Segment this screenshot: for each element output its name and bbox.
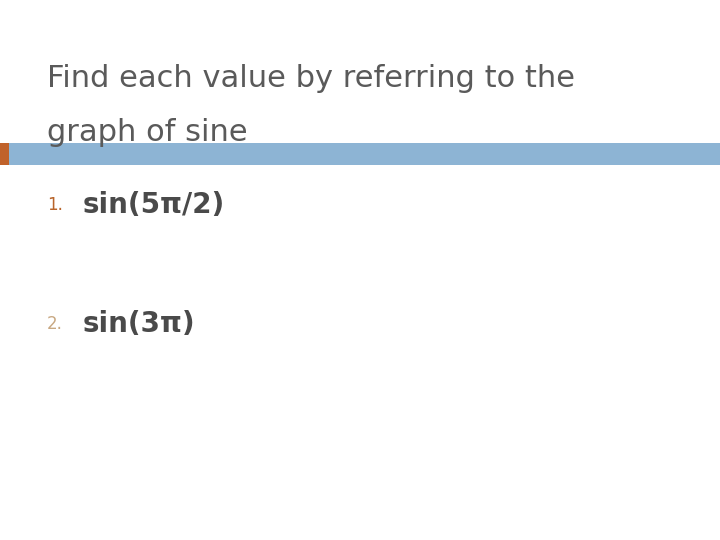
Text: 1.: 1. — [47, 196, 63, 214]
FancyBboxPatch shape — [0, 143, 720, 165]
Text: Find each value by referring to the: Find each value by referring to the — [47, 64, 575, 93]
Text: sin(3π): sin(3π) — [83, 310, 195, 338]
Text: graph of sine: graph of sine — [47, 118, 248, 147]
Text: sin(5π/2): sin(5π/2) — [83, 191, 225, 219]
Text: 2.: 2. — [47, 315, 63, 333]
FancyBboxPatch shape — [0, 143, 9, 165]
